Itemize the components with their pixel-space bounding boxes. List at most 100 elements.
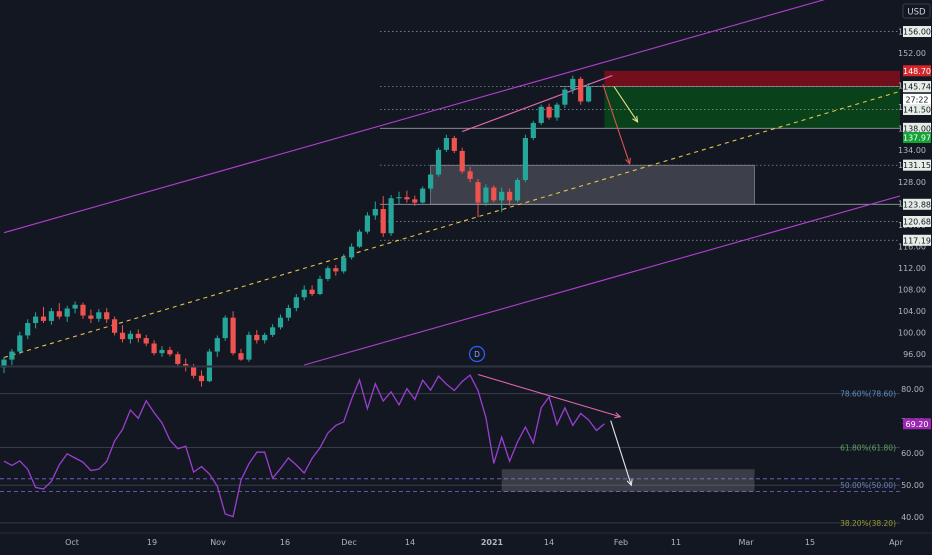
candle-body bbox=[246, 334, 252, 360]
candle-body bbox=[530, 122, 536, 139]
candle bbox=[507, 188, 513, 206]
time-tick-label: 14 bbox=[405, 538, 415, 547]
candle-body bbox=[270, 327, 276, 335]
candle bbox=[578, 76, 584, 105]
candle-body bbox=[112, 319, 118, 333]
time-tick-label: 14 bbox=[544, 538, 554, 547]
price-tick-label: 104.00 bbox=[898, 307, 926, 316]
candle bbox=[262, 332, 268, 344]
candle bbox=[25, 319, 31, 340]
price-level-tag: 145.74 bbox=[903, 81, 931, 93]
candle-body bbox=[514, 179, 521, 201]
candle bbox=[175, 351, 181, 367]
price-level-tag-bg bbox=[903, 159, 931, 171]
rsi-value-tag-bg bbox=[903, 418, 931, 430]
currency-button[interactable]: USD bbox=[902, 3, 931, 19]
candle bbox=[475, 178, 481, 218]
stop-zone bbox=[604, 70, 921, 87]
candle bbox=[570, 75, 576, 94]
price-tick-label: 112.00 bbox=[898, 264, 926, 273]
price-level-tag-bg bbox=[903, 93, 931, 105]
price-level-tag: 123.88 bbox=[903, 198, 931, 210]
candle-body bbox=[48, 311, 54, 321]
candle bbox=[112, 316, 118, 336]
currency-label: USD bbox=[907, 8, 926, 18]
candle bbox=[40, 306, 47, 324]
candle bbox=[1, 356, 7, 374]
candle-body bbox=[420, 188, 426, 203]
candle bbox=[499, 187, 505, 213]
candle bbox=[546, 103, 552, 120]
time-tick-label: 11 bbox=[671, 538, 681, 547]
price-tick-label: 116.00 bbox=[898, 243, 926, 252]
candle-body bbox=[80, 304, 86, 316]
candle bbox=[317, 275, 323, 296]
candle-body bbox=[483, 187, 489, 203]
candle-body bbox=[135, 333, 141, 339]
candle bbox=[586, 83, 592, 103]
candle bbox=[467, 167, 473, 183]
candle bbox=[33, 312, 39, 329]
candle-body bbox=[333, 268, 339, 272]
candle bbox=[56, 303, 62, 320]
candle-body bbox=[262, 334, 268, 341]
candle-body bbox=[428, 174, 434, 189]
candle-body bbox=[499, 191, 505, 201]
candle-body bbox=[404, 197, 410, 200]
projection-arrow bbox=[602, 84, 631, 165]
candle-body bbox=[119, 332, 126, 340]
candle-body bbox=[143, 338, 149, 344]
candle bbox=[167, 346, 173, 357]
price-tick-label: 128.00 bbox=[898, 178, 926, 187]
candle bbox=[538, 104, 544, 126]
candle-body bbox=[198, 375, 205, 382]
time-tick-label: Apr bbox=[889, 538, 904, 547]
candle-body bbox=[159, 349, 165, 354]
candle-body bbox=[586, 86, 592, 102]
price-tick-label: 108.00 bbox=[898, 286, 926, 295]
rsi-divergence-arrow-head bbox=[614, 412, 622, 419]
candle bbox=[554, 102, 560, 121]
price-level-tag: 117.19 bbox=[903, 234, 931, 246]
candle-body bbox=[293, 297, 299, 308]
price-level-tag-bg bbox=[903, 26, 931, 38]
candle bbox=[341, 254, 347, 274]
candle-body bbox=[451, 138, 457, 151]
candle bbox=[404, 190, 410, 203]
rsi-tick-label: 60.00 bbox=[901, 449, 924, 458]
candle-body bbox=[301, 289, 307, 298]
candle-body bbox=[222, 317, 228, 339]
candle bbox=[64, 305, 70, 322]
time-tick-label: 19 bbox=[147, 538, 157, 547]
candle-body bbox=[341, 257, 347, 272]
candle-body bbox=[33, 316, 39, 324]
candle bbox=[88, 309, 94, 324]
rsi-level-label: 50.00%(50.00) bbox=[840, 481, 896, 490]
candle-body bbox=[372, 209, 378, 216]
rsi-divergence-line bbox=[477, 373, 621, 418]
candle bbox=[214, 335, 220, 357]
time-tick-label: Oct bbox=[65, 538, 79, 547]
time-tick-label: 16 bbox=[280, 538, 290, 547]
candle-body bbox=[459, 150, 465, 172]
candle bbox=[127, 330, 133, 344]
candle bbox=[48, 307, 54, 325]
candle bbox=[428, 172, 434, 192]
candle-body bbox=[309, 289, 315, 294]
rsi-target-zone bbox=[501, 469, 755, 492]
candle bbox=[254, 330, 260, 344]
price-level-tag-label: 117.19 bbox=[903, 236, 931, 245]
candle-body bbox=[96, 312, 102, 319]
interval-badge[interactable]: D bbox=[468, 345, 486, 363]
price-level-tag-bg bbox=[903, 198, 931, 210]
time-tick-label: Mar bbox=[738, 538, 754, 547]
candle bbox=[285, 304, 291, 321]
candle-body bbox=[238, 353, 244, 360]
rsi-tick-label: 40.00 bbox=[901, 513, 924, 522]
candle bbox=[301, 285, 307, 301]
candle bbox=[151, 340, 157, 356]
candle-body bbox=[40, 316, 47, 321]
time-tick-label: Nov bbox=[210, 538, 226, 547]
